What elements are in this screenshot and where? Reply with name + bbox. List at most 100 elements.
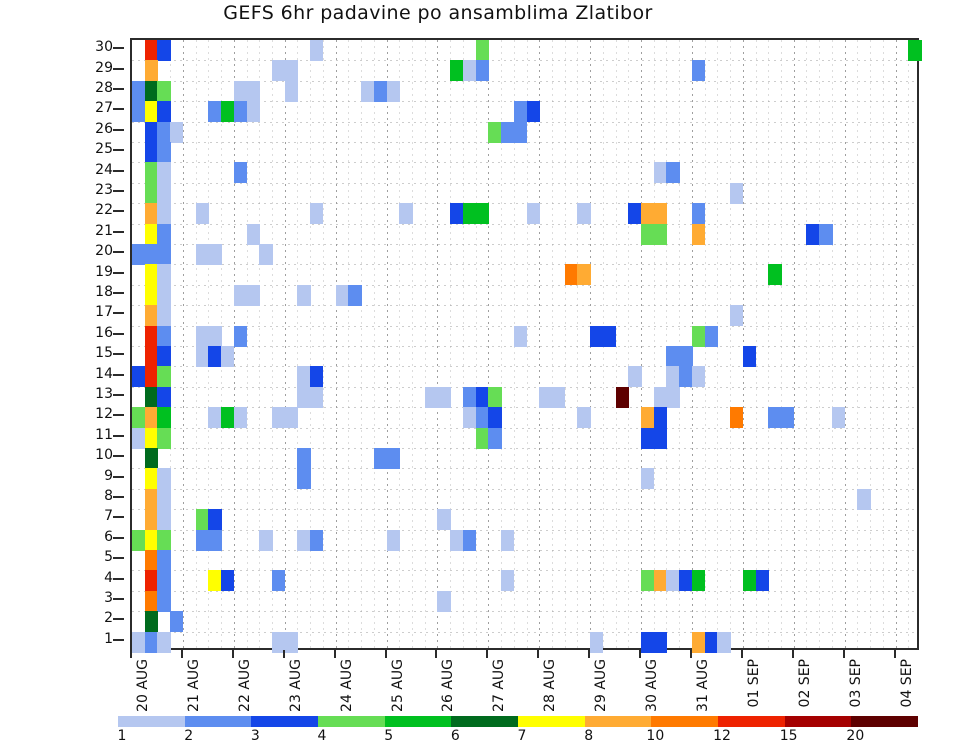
y-axis-tick-mark	[113, 88, 124, 90]
heatmap-cell	[157, 366, 171, 388]
x-axis-tick-mark	[180, 650, 183, 658]
heatmap-cell	[577, 264, 591, 286]
heatmap-cell	[768, 264, 782, 286]
heatmap-cell	[144, 80, 159, 102]
heatmap-cell	[462, 529, 477, 551]
colorbar-tick-label: 2	[184, 728, 194, 744]
heatmap-cell	[144, 182, 159, 204]
heatmap-cell	[144, 407, 159, 429]
heatmap-cell	[691, 223, 706, 245]
heatmap-cell	[132, 244, 146, 265]
colorbar-swatch	[784, 716, 852, 727]
heatmap-cell	[284, 631, 299, 653]
heatmap-cell	[144, 631, 159, 653]
heatmap-cell	[437, 386, 451, 408]
y-axis-tick-label: 8	[104, 488, 113, 504]
x-axis-tick-mark	[384, 650, 387, 658]
heatmap-cell	[462, 60, 477, 82]
heatmap-cell	[284, 80, 299, 102]
heatmap-cell	[310, 203, 324, 225]
colorbar-swatch	[384, 716, 452, 727]
heatmap-cell	[806, 223, 820, 245]
y-axis-tick-mark	[113, 557, 124, 560]
heatmap-cell	[310, 366, 324, 388]
y-axis-tick-mark	[113, 414, 124, 417]
heatmap-cell	[259, 244, 273, 265]
heatmap-cell	[221, 346, 235, 367]
heatmap-cell	[132, 80, 146, 102]
heatmap-cell	[233, 162, 248, 184]
x-axis-tick-label: 26 AUG	[440, 659, 457, 712]
heatmap-cell	[144, 611, 159, 633]
heatmap-cell	[641, 407, 655, 429]
colorbar-tick-label: 12	[713, 728, 731, 744]
x-axis-tick-mark	[639, 650, 642, 658]
heatmap-cell	[348, 284, 362, 306]
heatmap-cell	[157, 570, 171, 592]
heatmap-cell	[475, 427, 489, 449]
y-axis-tick-label: 9	[104, 467, 113, 484]
heatmap-cell	[144, 142, 159, 163]
colorbar-tick-label: 15	[779, 728, 798, 744]
heatmap-cell	[271, 570, 286, 592]
heatmap-cell	[679, 366, 693, 388]
heatmap-cell	[144, 264, 159, 286]
heatmap-cell	[157, 427, 171, 449]
heatmap-cell	[233, 80, 248, 102]
colorbar-swatch	[584, 716, 652, 727]
y-axis-tick-mark	[113, 169, 124, 172]
heatmap-cell	[157, 407, 171, 429]
heatmap-cell	[590, 631, 604, 653]
heatmap-cell	[157, 590, 171, 612]
heatmap-cell	[564, 264, 578, 286]
heatmap-cell	[628, 366, 642, 388]
heatmap-cell	[157, 284, 171, 306]
heatmap-cell	[730, 305, 744, 327]
heatmap-cell	[246, 101, 260, 123]
heatmap-cell	[208, 529, 222, 551]
heatmap-cell	[157, 386, 171, 408]
heatmap-cell	[297, 529, 311, 551]
y-axis-tick-mark	[113, 210, 124, 213]
heatmap-cell	[246, 223, 260, 245]
heatmap-cell	[475, 203, 489, 225]
heatmap-cell	[132, 427, 146, 449]
heatmap-cell	[144, 305, 159, 327]
heatmap-cell	[132, 366, 146, 388]
x-axis-tick-mark	[130, 650, 132, 658]
heatmap-cell	[170, 611, 184, 633]
y-axis-tick-label: 16	[95, 324, 113, 341]
heatmap-cell	[157, 40, 171, 61]
y-axis-tick-label: 10	[95, 447, 113, 464]
heatmap-cell	[373, 448, 388, 469]
heatmap-cell	[602, 325, 617, 347]
x-axis-tick-mark	[333, 650, 336, 658]
heatmap-cell	[144, 468, 159, 490]
x-axis-tick-mark	[435, 650, 438, 658]
heatmap-cell	[259, 529, 273, 551]
heatmap-cell	[653, 407, 668, 429]
heatmap-cell	[195, 509, 209, 531]
heatmap-cell	[310, 386, 324, 408]
heatmap-cell	[144, 366, 159, 388]
heatmap-cell	[704, 631, 718, 653]
y-axis-tick-label: 15	[95, 345, 113, 362]
heatmap-cell	[539, 386, 553, 408]
heatmap-cell	[246, 284, 260, 306]
heatmap-cell	[335, 284, 349, 306]
colorbar-swatch	[251, 716, 319, 727]
y-axis-tick-mark	[113, 455, 124, 458]
heatmap-cell	[271, 407, 286, 429]
heatmap-cell	[195, 529, 209, 551]
heatmap-cell	[641, 203, 655, 225]
heatmap-cell	[551, 386, 566, 408]
heatmap-cell	[679, 570, 693, 592]
colorbar-swatch	[518, 716, 585, 727]
x-axis-tick-label: 01 SEP	[745, 659, 762, 708]
heatmap-cell	[590, 325, 604, 347]
heatmap-cell	[424, 386, 438, 408]
heatmap-cell	[781, 407, 795, 429]
colorbar-swatch	[184, 716, 252, 727]
colorbar-swatch	[118, 716, 185, 727]
heatmap-cell	[513, 121, 528, 143]
